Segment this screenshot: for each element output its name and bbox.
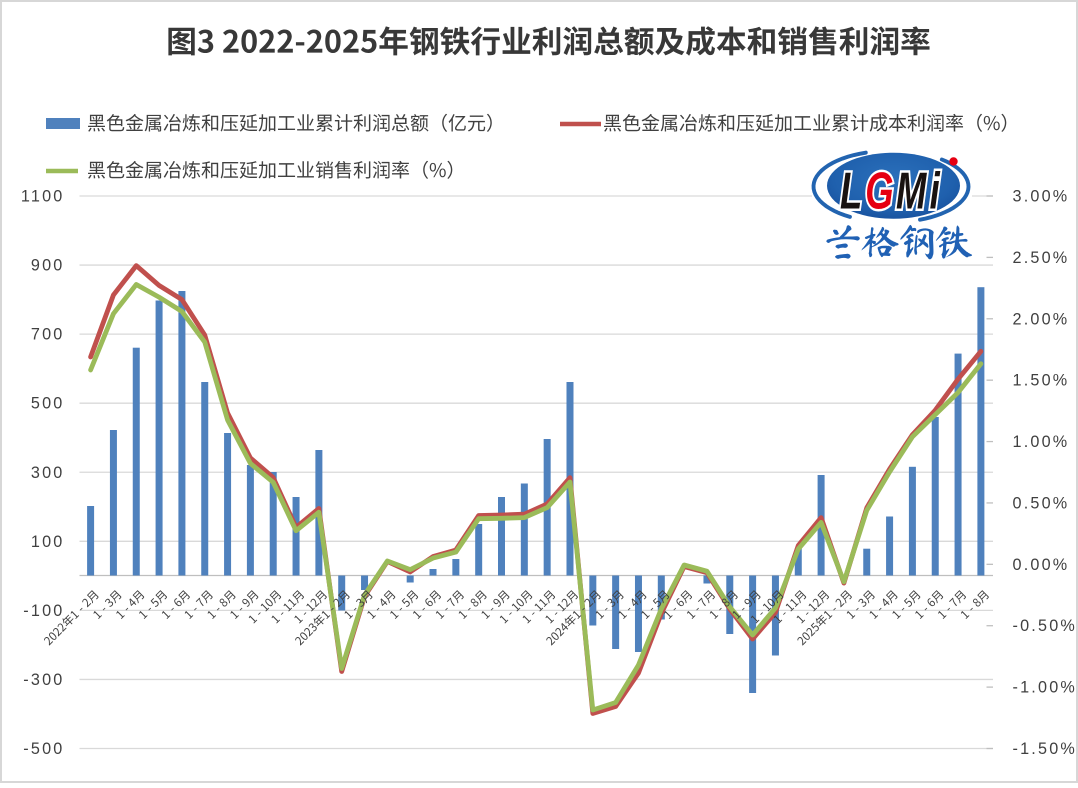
svg-text:3.00%: 3.00% xyxy=(1013,188,1070,206)
svg-text:2.50%: 2.50% xyxy=(1013,249,1070,267)
svg-text:900: 900 xyxy=(31,257,65,275)
svg-text:-1.00%: -1.00% xyxy=(1013,679,1078,697)
svg-text:300: 300 xyxy=(31,464,65,482)
svg-text:0.00%: 0.00% xyxy=(1013,556,1070,574)
svg-text:500: 500 xyxy=(31,395,65,413)
svg-text:100: 100 xyxy=(31,533,65,551)
svg-text:2.00%: 2.00% xyxy=(1013,310,1070,328)
svg-text:700: 700 xyxy=(31,326,65,344)
svg-text:0.50%: 0.50% xyxy=(1013,494,1070,512)
svg-text:1.00%: 1.00% xyxy=(1013,433,1070,451)
svg-text:-1.50%: -1.50% xyxy=(1013,740,1078,758)
svg-text:-0.50%: -0.50% xyxy=(1013,617,1078,635)
svg-text:-500: -500 xyxy=(23,740,64,758)
svg-text:-100: -100 xyxy=(23,602,64,620)
svg-text:1.50%: 1.50% xyxy=(1013,372,1070,390)
svg-text:G: G xyxy=(865,161,893,220)
svg-text:M: M xyxy=(896,161,928,220)
svg-text:i: i xyxy=(930,161,941,220)
svg-text:L: L xyxy=(840,161,862,220)
svg-text:1100: 1100 xyxy=(21,188,65,206)
svg-text:-300: -300 xyxy=(23,671,64,689)
